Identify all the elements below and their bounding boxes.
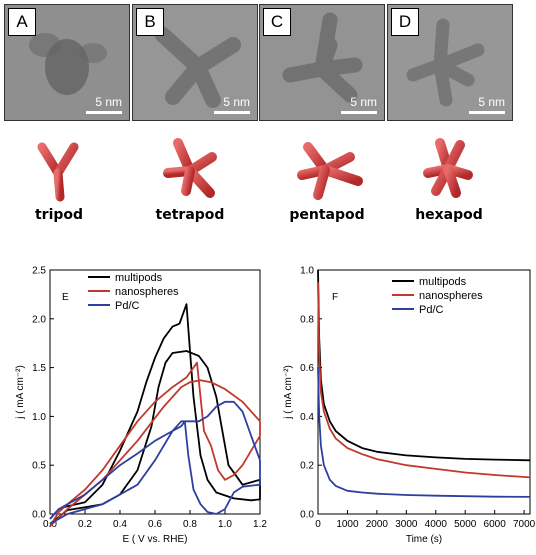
series-line-pdc — [317, 367, 531, 498]
y-axis-label: j ( mA cm⁻²) — [283, 365, 294, 420]
y-tick-label: 0.8 — [300, 314, 314, 325]
legend-label: multipods — [419, 276, 467, 288]
chart-f-svg: 0 1000 2000 3000 4000 5000 6000 7000 0.0 0.2 0.4 0.… — [283, 266, 536, 546]
y-tick-label: 0.6 — [300, 363, 314, 374]
legend-label: nanospheres — [419, 290, 483, 302]
scale-label: 5 nm — [478, 95, 505, 109]
y-tick-label: 0.0 — [32, 510, 46, 521]
x-tick-label: 1.2 — [253, 519, 267, 530]
panel-letter: D — [391, 8, 419, 36]
y-tick-label: 0.2 — [300, 461, 314, 472]
tem-image — [260, 5, 384, 120]
chart-e: 0.0 0.2 0.4 0.6 0.8 1.0 1.2 0.0 0.5 1.0 1.5 2.0 2.5 E… — [0, 258, 270, 555]
chart-f: 0 1000 2000 3000 4000 5000 6000 7000 0.0 0.2 0.4 0.… — [270, 258, 536, 555]
x-axis-label: E ( V vs. RHE) — [122, 534, 187, 545]
pod-label-tripod: tripod — [34, 207, 84, 223]
y-tick-label: 1.5 — [32, 363, 46, 374]
scale-bar — [469, 111, 505, 114]
tripod-model — [37, 142, 79, 202]
y-axis-label: j ( mA cm⁻²) — [15, 365, 26, 420]
panel-letter: A — [8, 8, 36, 36]
legend-label: Pd/C — [115, 300, 140, 312]
pod-label-hexapod: hexapod — [415, 207, 483, 223]
x-tick-label: 1000 — [336, 519, 359, 530]
pod-label-pentapod: pentapod — [289, 207, 365, 223]
tetrapod-model — [163, 138, 217, 198]
y-tick-label: 0.0 — [300, 510, 314, 521]
tem-image — [5, 5, 129, 120]
series-line-nanospheres — [49, 361, 261, 527]
pod-models — [37, 138, 473, 202]
legend-label: nanospheres — [115, 286, 179, 298]
scale-bar — [214, 111, 250, 114]
y-tick-label: 0.4 — [300, 412, 314, 423]
series-line-multipods — [49, 303, 261, 525]
panel-letter: C — [263, 8, 291, 36]
x-tick-label: 1.0 — [218, 519, 232, 530]
legend-label: multipods — [115, 272, 163, 284]
x-tick-label: 0.6 — [148, 519, 162, 530]
panel-label: E — [62, 292, 69, 303]
y-tick-label: 2.5 — [32, 266, 46, 277]
hexapod-model — [423, 138, 473, 198]
x-tick-label: 6000 — [484, 519, 507, 530]
tem-panel-a: A 5 nm — [4, 4, 130, 121]
tem-panel-b: B 5 nm — [132, 4, 258, 121]
series-line-pdc — [49, 400, 261, 525]
y-tick-label: 1.0 — [300, 266, 314, 277]
x-tick-label: 0 — [315, 519, 321, 530]
panel-letter: B — [136, 8, 164, 36]
x-tick-label: 0.2 — [78, 519, 92, 530]
scale-bar — [86, 111, 122, 114]
x-tick-label: 4000 — [425, 519, 448, 530]
x-tick-label: 3000 — [395, 519, 418, 530]
tem-panel-d: D 5 nm — [387, 4, 513, 121]
pod-label-tetrapod: tetrapod — [155, 207, 225, 223]
x-tick-label: 0.8 — [183, 519, 197, 530]
tem-panel-c: C 5 nm — [259, 4, 385, 121]
y-tick-label: 1.0 — [32, 412, 46, 423]
pentapod-model — [297, 142, 363, 200]
scale-label: 5 nm — [350, 95, 377, 109]
x-tick-label: 2000 — [366, 519, 389, 530]
legend-label: Pd/C — [419, 304, 444, 316]
scale-label: 5 nm — [223, 95, 250, 109]
y-tick-label: 0.5 — [32, 461, 46, 472]
x-tick-label: 5000 — [454, 519, 477, 530]
x-tick-label: 0.4 — [113, 519, 127, 530]
x-tick-label: 7000 — [513, 519, 536, 530]
x-axis-label: Time (s) — [406, 534, 442, 545]
panel-label: F — [332, 292, 338, 303]
series-line-nanospheres — [317, 282, 531, 479]
tem-image — [133, 5, 257, 120]
scale-bar — [341, 111, 377, 114]
scale-label: 5 nm — [95, 95, 122, 109]
tem-image — [388, 5, 512, 120]
y-tick-label: 2.0 — [32, 314, 46, 325]
chart-e-svg: 0.0 0.2 0.4 0.6 0.8 1.0 1.20.00.51.01.52.02.5E… — [15, 266, 267, 546]
